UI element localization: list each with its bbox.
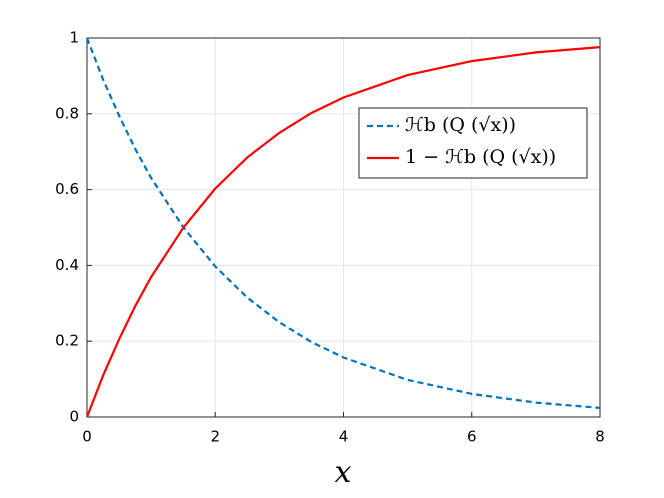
y-tick-label: 0.4 <box>55 256 79 274</box>
x-tick-label: 0 <box>82 428 92 446</box>
x-axis-label: x <box>335 455 352 490</box>
y-tick-label: 0.8 <box>55 104 79 122</box>
y-tick-label: 0.6 <box>55 180 79 198</box>
line-series <box>85 46 601 418</box>
y-tick-label: 0 <box>69 408 79 426</box>
legend-label: ℋb (Q (√x)) <box>405 114 516 136</box>
line-series <box>85 37 601 409</box>
y-tick-label: 1 <box>69 29 79 47</box>
x-tick-label: 4 <box>339 428 349 446</box>
legend-box <box>358 107 588 179</box>
legend-label: 1 − ℋb (Q (√x)) <box>405 146 556 168</box>
x-tick-label: 6 <box>467 428 477 446</box>
y-tick-label: 0.2 <box>55 332 79 350</box>
x-tick-label: 8 <box>595 428 605 446</box>
x-tick-label: 2 <box>210 428 220 446</box>
axes-box <box>86 37 601 418</box>
